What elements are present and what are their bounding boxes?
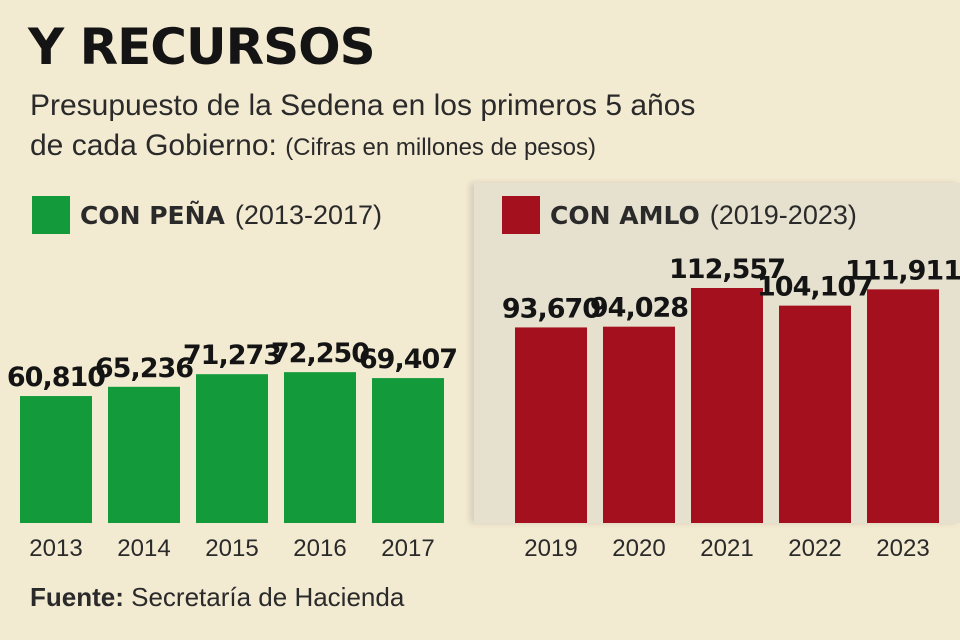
source-text: Secretaría de Hacienda (131, 582, 405, 612)
x-tick-2017: 2017 (381, 535, 434, 562)
bar-group-2016: 72,250 2016 (271, 338, 370, 562)
bar-group-2020: 94,028 2020 (590, 293, 689, 562)
legend-pena-range: (2013-2017) (234, 199, 383, 230)
x-tick-2014: 2014 (117, 535, 170, 562)
subtitle-line1: Presupuesto de la Sedena en los primeros… (30, 89, 696, 122)
x-tick-2022: 2022 (788, 535, 841, 562)
data-label-2016: 72,250 (271, 338, 369, 369)
legend-amlo: CON AMLO (2019-2023) (502, 195, 857, 235)
bar-2016 (284, 372, 356, 523)
data-label-2017: 69,407 (359, 344, 457, 375)
x-tick-2019: 2019 (524, 535, 577, 562)
bar-group-2014: 65,236 2014 (95, 353, 194, 562)
data-label-2015: 71,273 (183, 340, 281, 371)
x-tick-2013: 2013 (29, 535, 82, 562)
data-label-2023: 111,911 (845, 255, 960, 286)
bar-group-2023: 111,911 2023 (845, 255, 960, 562)
bar-2023 (867, 289, 939, 523)
bar-group-2013: 60,810 2013 (7, 362, 106, 562)
bar-2019 (515, 327, 587, 523)
bar-2014 (108, 386, 180, 523)
legend-amlo-range: (2019-2023) (709, 199, 857, 230)
bar-group-2021: 112,557 2021 (669, 254, 786, 562)
data-label-2022: 104,107 (757, 272, 873, 303)
bar-group-2022: 104,107 2022 (757, 272, 874, 562)
page-title: Y RECURSOS (28, 18, 376, 76)
bar-2020 (603, 326, 675, 523)
x-tick-2015: 2015 (205, 535, 258, 562)
legend-pena-name: CON PEÑA (80, 200, 225, 230)
bar-group-2017: 69,407 2017 (359, 344, 458, 562)
bar-group-2015: 71,273 2015 (183, 340, 282, 562)
data-label-2013: 60,810 (7, 362, 105, 393)
source-note: Fuente: Secretaría de Hacienda (30, 582, 404, 613)
bar-group-2019: 93,670 2019 (502, 293, 601, 562)
subtitle-line2: de cada Gobierno: (30, 129, 277, 162)
x-tick-2020: 2020 (612, 535, 665, 562)
bar-2021 (691, 288, 763, 523)
x-tick-2023: 2023 (876, 535, 929, 562)
legend-amlo-swatch (502, 196, 540, 234)
source-label: Fuente: (30, 582, 124, 612)
bar-2022 (779, 305, 851, 523)
data-label-2019: 93,670 (502, 293, 600, 324)
bar-2017 (372, 378, 444, 523)
x-tick-2021: 2021 (700, 535, 753, 562)
legend-pena-swatch (32, 196, 70, 234)
x-tick-2016: 2016 (293, 535, 346, 562)
data-label-2020: 94,028 (590, 293, 688, 324)
chart-subtitle: Presupuesto de la Sedena en los primeros… (30, 86, 930, 168)
data-label-2021: 112,557 (669, 254, 785, 285)
bar-2013 (20, 396, 92, 523)
bar-2015 (196, 374, 268, 523)
data-label-2014: 65,236 (95, 353, 193, 384)
legend-pena: CON PEÑA (2013-2017) (32, 195, 382, 235)
subtitle-unit-note: (Cifras en millones de pesos) (285, 134, 596, 161)
legend-amlo-name: CON AMLO (550, 200, 700, 230)
